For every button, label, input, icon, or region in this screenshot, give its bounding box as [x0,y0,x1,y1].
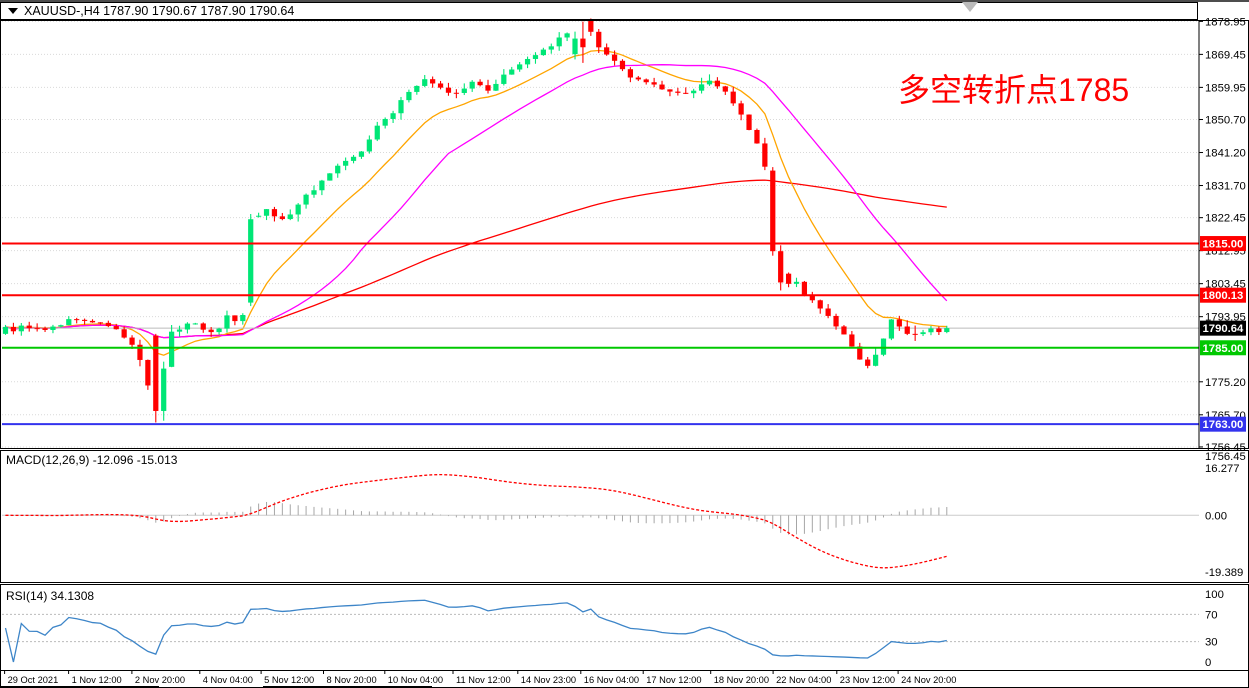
svg-text:XAUUSD-,H4 1787.90 1790.67 1: XAUUSD-,H4 1787.90 1790.67 1787.90 1790.… [24,4,294,18]
svg-text:22 Nov 04:00: 22 Nov 04:00 [776,675,831,685]
svg-text:1785.00: 1785.00 [1203,343,1244,355]
svg-text:1850.70: 1850.70 [1205,115,1246,127]
svg-text:10 Nov 04:00: 10 Nov 04:00 [388,675,443,685]
svg-text:1800.13: 1800.13 [1203,290,1244,302]
svg-text:0.00: 0.00 [1205,510,1227,522]
svg-text:1878.95: 1878.95 [1205,16,1246,28]
svg-text:17 Nov 12:00: 17 Nov 12:00 [646,675,701,685]
svg-text:1763.00: 1763.00 [1203,419,1244,431]
svg-text:29 Oct 2021: 29 Oct 2021 [8,675,59,685]
svg-text:1869.45: 1869.45 [1205,49,1246,61]
svg-text:1822.45: 1822.45 [1205,213,1246,225]
svg-text:1815.00: 1815.00 [1203,239,1244,251]
svg-text:2 Nov 20:00: 2 Nov 20:00 [135,675,185,685]
svg-text:11 Nov 12:00: 11 Nov 12:00 [456,675,511,685]
svg-text:24 Nov 20:00: 24 Nov 20:00 [901,675,956,685]
svg-text:MACD(12,26,9) -12.096 -15.013: MACD(12,26,9) -12.096 -15.013 [6,453,178,467]
svg-text:1859.95: 1859.95 [1205,82,1246,94]
svg-text:RSI(14) 34.1308: RSI(14) 34.1308 [6,589,94,603]
svg-text:5 Nov 12:00: 5 Nov 12:00 [264,675,314,685]
svg-text:1756.45: 1756.45 [1205,451,1246,463]
svg-text:4 Nov 04:00: 4 Nov 04:00 [203,675,253,685]
svg-text:1 Nov 12:00: 1 Nov 12:00 [72,675,122,685]
svg-text:100: 100 [1205,589,1224,601]
svg-text:-19.389: -19.389 [1205,567,1243,579]
svg-text:多空转折点1785: 多空转折点1785 [898,72,1129,108]
svg-text:1775.20: 1775.20 [1205,377,1246,389]
svg-text:70: 70 [1205,609,1218,621]
svg-text:0: 0 [1205,657,1211,669]
svg-text:14 Nov 23:00: 14 Nov 23:00 [521,675,576,685]
svg-text:8 Nov 20:00: 8 Nov 20:00 [327,675,377,685]
svg-text:16.277: 16.277 [1205,463,1240,475]
svg-text:23 Nov 12:00: 23 Nov 12:00 [840,675,895,685]
svg-text:18 Nov 20:00: 18 Nov 20:00 [714,675,769,685]
svg-text:1831.70: 1831.70 [1205,181,1246,193]
svg-text:1841.20: 1841.20 [1205,148,1246,160]
svg-text:30: 30 [1205,637,1218,649]
svg-text:1790.64: 1790.64 [1203,323,1245,335]
svg-text:16 Nov 04:00: 16 Nov 04:00 [584,675,639,685]
